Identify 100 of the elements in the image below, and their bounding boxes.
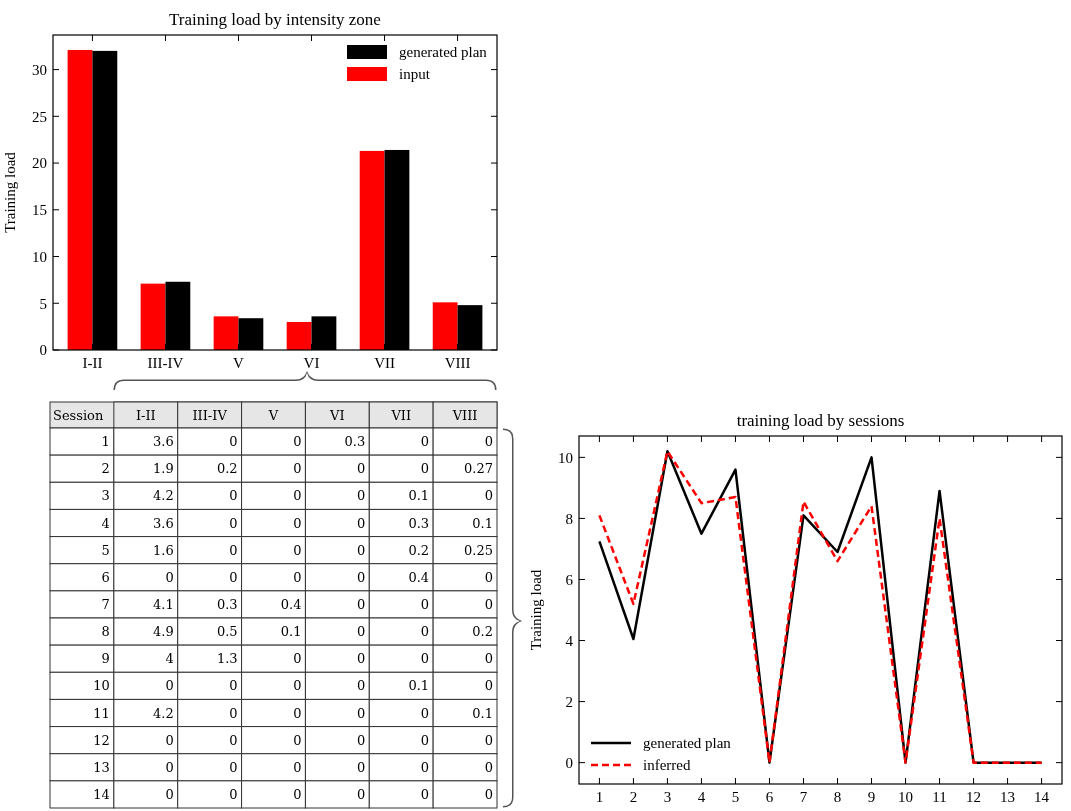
x-tick-label: 6 — [765, 789, 774, 805]
chart-title: training load by sessions — [736, 411, 905, 430]
data-label: 0 — [293, 488, 302, 504]
y-tick-label: 6 — [565, 571, 574, 588]
data-label: 0 — [484, 759, 493, 775]
legend-label: inferred — [643, 757, 691, 774]
y-tick-label: 30 — [32, 61, 47, 78]
y-tick-label: 4 — [101, 515, 110, 531]
y-tick-label: 8 — [565, 510, 573, 527]
data-label: 1.3 — [216, 651, 238, 667]
data-label: 0 — [357, 569, 366, 585]
y-tick-label: 9 — [101, 651, 110, 667]
data-label: 0 — [357, 651, 366, 667]
data-label: 0 — [420, 461, 430, 477]
y-axis-title: Training load — [2, 151, 18, 233]
x-tick-label: I-II — [135, 407, 156, 423]
data-label: 0 — [229, 786, 238, 802]
x-tick-label: 4 — [697, 789, 706, 805]
data-label: 4 — [165, 651, 174, 667]
data-label: 0 — [229, 515, 238, 531]
data-label: 0 — [357, 759, 366, 775]
data-label: 0 — [420, 651, 430, 667]
x-tick-label: 14 — [1034, 789, 1050, 805]
x-tick-label: III-IV — [192, 407, 228, 423]
data-label: 0 — [484, 488, 493, 504]
data-label: 0 — [229, 759, 238, 775]
data-label: 0 — [229, 732, 238, 748]
x-tick-label: 1 — [595, 789, 604, 805]
data-label: 4.2 — [153, 488, 174, 504]
legend-label: input — [399, 66, 431, 83]
x-tick-label: 9 — [867, 789, 876, 805]
x-tick-label: V — [233, 355, 245, 371]
data-label: 0 — [165, 732, 174, 748]
x-tick-label: 8 — [833, 789, 842, 805]
x-tick-label: VII — [374, 355, 395, 371]
data-label: 0 — [293, 759, 302, 775]
data-label: 0 — [293, 434, 302, 450]
data-label: 0 — [357, 786, 366, 802]
data-label: 0 — [357, 624, 366, 640]
data-label: 0 — [293, 461, 302, 477]
data-label: 0 — [229, 488, 238, 504]
data-label: 0.5 — [216, 624, 238, 640]
data-label: 4.1 — [153, 596, 174, 612]
y-tick-label: 6 — [101, 569, 110, 585]
data-label: 0 — [357, 705, 366, 721]
data-label: 0 — [357, 542, 366, 558]
bar — [140, 283, 166, 350]
data-label: 0 — [293, 705, 302, 721]
x-tick-label: VIII — [444, 355, 471, 371]
y-tick-label: 4 — [565, 632, 574, 649]
data-label: 0 — [357, 732, 366, 748]
data-label: 4.2 — [153, 705, 174, 721]
legend-label: generated plan — [399, 44, 488, 61]
data-label: 0.1 — [408, 678, 430, 694]
y-tick-label: 10 — [32, 248, 47, 265]
y-tick-label: 8 — [101, 624, 110, 640]
x-tick-label: 7 — [799, 789, 808, 805]
data-label: 3.6 — [153, 515, 174, 531]
data-label: 0 — [420, 596, 430, 612]
y-tick-label: 5 — [39, 295, 47, 312]
y-tick-label: 11 — [93, 705, 110, 721]
y-tick-label: 7 — [101, 596, 110, 612]
y-tick-label: 3 — [101, 488, 110, 504]
y-tick-label: 25 — [32, 108, 47, 125]
data-label: 0.3 — [344, 434, 366, 450]
data-label: 0 — [165, 759, 174, 775]
data-label: 0.2 — [216, 461, 238, 477]
data-label: 0 — [293, 732, 302, 748]
data-label: 0.1 — [280, 624, 302, 640]
bar — [432, 302, 458, 350]
data-label: 0.1 — [472, 515, 493, 531]
x-tick-label: VI — [329, 407, 345, 423]
y-tick-label: 20 — [32, 155, 47, 172]
y-tick-label: 12 — [93, 732, 110, 748]
data-label: 0.27 — [464, 461, 493, 477]
data-label: 0 — [420, 732, 430, 748]
y-tick-label: 13 — [93, 759, 110, 775]
data-label: 0 — [165, 569, 174, 585]
x-tick-label: 11 — [932, 789, 947, 805]
y-tick-label: 15 — [32, 202, 47, 219]
legend-label: generated plan — [643, 735, 732, 752]
x-tick-label: I-II — [82, 355, 103, 371]
data-label: 0.4 — [408, 569, 430, 585]
data-label: 0 — [293, 542, 302, 558]
x-tick-label: 10 — [898, 789, 914, 805]
chart-title: Training load by intensity zone — [169, 10, 381, 29]
data-label: 0 — [420, 786, 430, 802]
data-label: 0 — [293, 678, 302, 694]
data-label: 0 — [420, 705, 430, 721]
y-tick-label: 1 — [101, 434, 110, 450]
y-axis-title: Training load — [528, 569, 544, 651]
x-tick-label: 3 — [663, 789, 672, 805]
data-label: 0 — [229, 678, 238, 694]
y-tick-label: 0 — [39, 342, 47, 359]
x-tick-label: VI — [303, 355, 320, 371]
data-label: 1.9 — [153, 461, 174, 477]
data-label: 0 — [357, 596, 366, 612]
data-label: 0.1 — [408, 488, 430, 504]
data-label: 0.3 — [408, 515, 430, 531]
data-label: 0 — [420, 434, 430, 450]
